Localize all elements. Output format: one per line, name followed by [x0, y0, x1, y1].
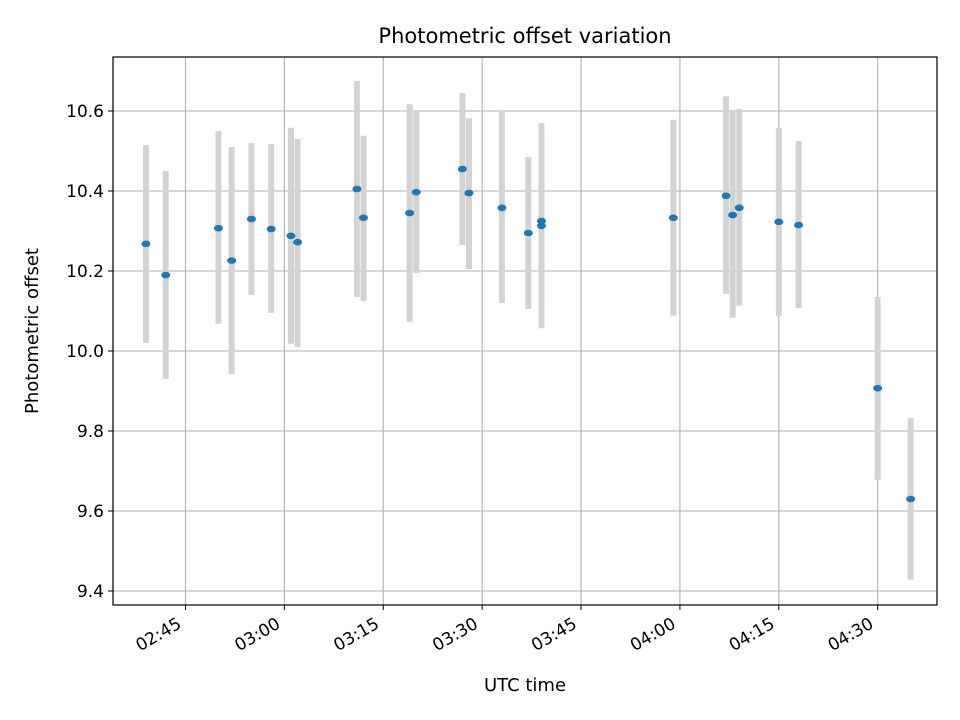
y-axis-title: Photometric offset: [22, 248, 43, 414]
data-point: [246, 215, 256, 223]
data-point: [728, 211, 738, 219]
chart-title: Photometric offset variation: [378, 24, 671, 48]
y-tick-label: 10.2: [66, 262, 104, 282]
data-point: [293, 238, 303, 246]
data-point: [141, 240, 151, 248]
data-point: [286, 232, 296, 240]
y-tick-label: 9.6: [77, 502, 104, 522]
data-point: [721, 192, 731, 200]
y-axis-ticks: 9.4 9.6 9.8 10.0 10.2 10.4 10.6: [66, 102, 113, 602]
y-tick-label: 10.0: [66, 342, 104, 362]
x-axis-title: UTC time: [484, 675, 566, 696]
y-tick-label: 10.6: [66, 102, 104, 122]
data-point: [457, 165, 467, 173]
data-point: [358, 214, 368, 222]
y-tick-label: 10.4: [66, 182, 104, 202]
data-point: [873, 384, 883, 392]
data-point: [774, 218, 784, 226]
data-points: [141, 165, 916, 503]
data-point: [227, 257, 237, 264]
y-tick-label: 9.8: [77, 422, 104, 442]
data-point: [734, 204, 744, 212]
data-point: [161, 271, 171, 279]
data-point: [266, 225, 276, 233]
y-tick-label: 9.4: [77, 582, 104, 602]
data-point: [906, 495, 916, 503]
data-point: [536, 217, 546, 225]
data-point: [794, 221, 804, 229]
data-point: [352, 185, 362, 193]
plot-frame: [112, 56, 938, 606]
data-point: [411, 188, 421, 196]
data-point: [405, 209, 415, 217]
data-point: [536, 222, 546, 230]
data-point: [464, 189, 474, 197]
data-point: [213, 224, 223, 232]
data-point: [523, 229, 533, 237]
data-point: [668, 214, 678, 222]
data-point: [497, 204, 507, 212]
